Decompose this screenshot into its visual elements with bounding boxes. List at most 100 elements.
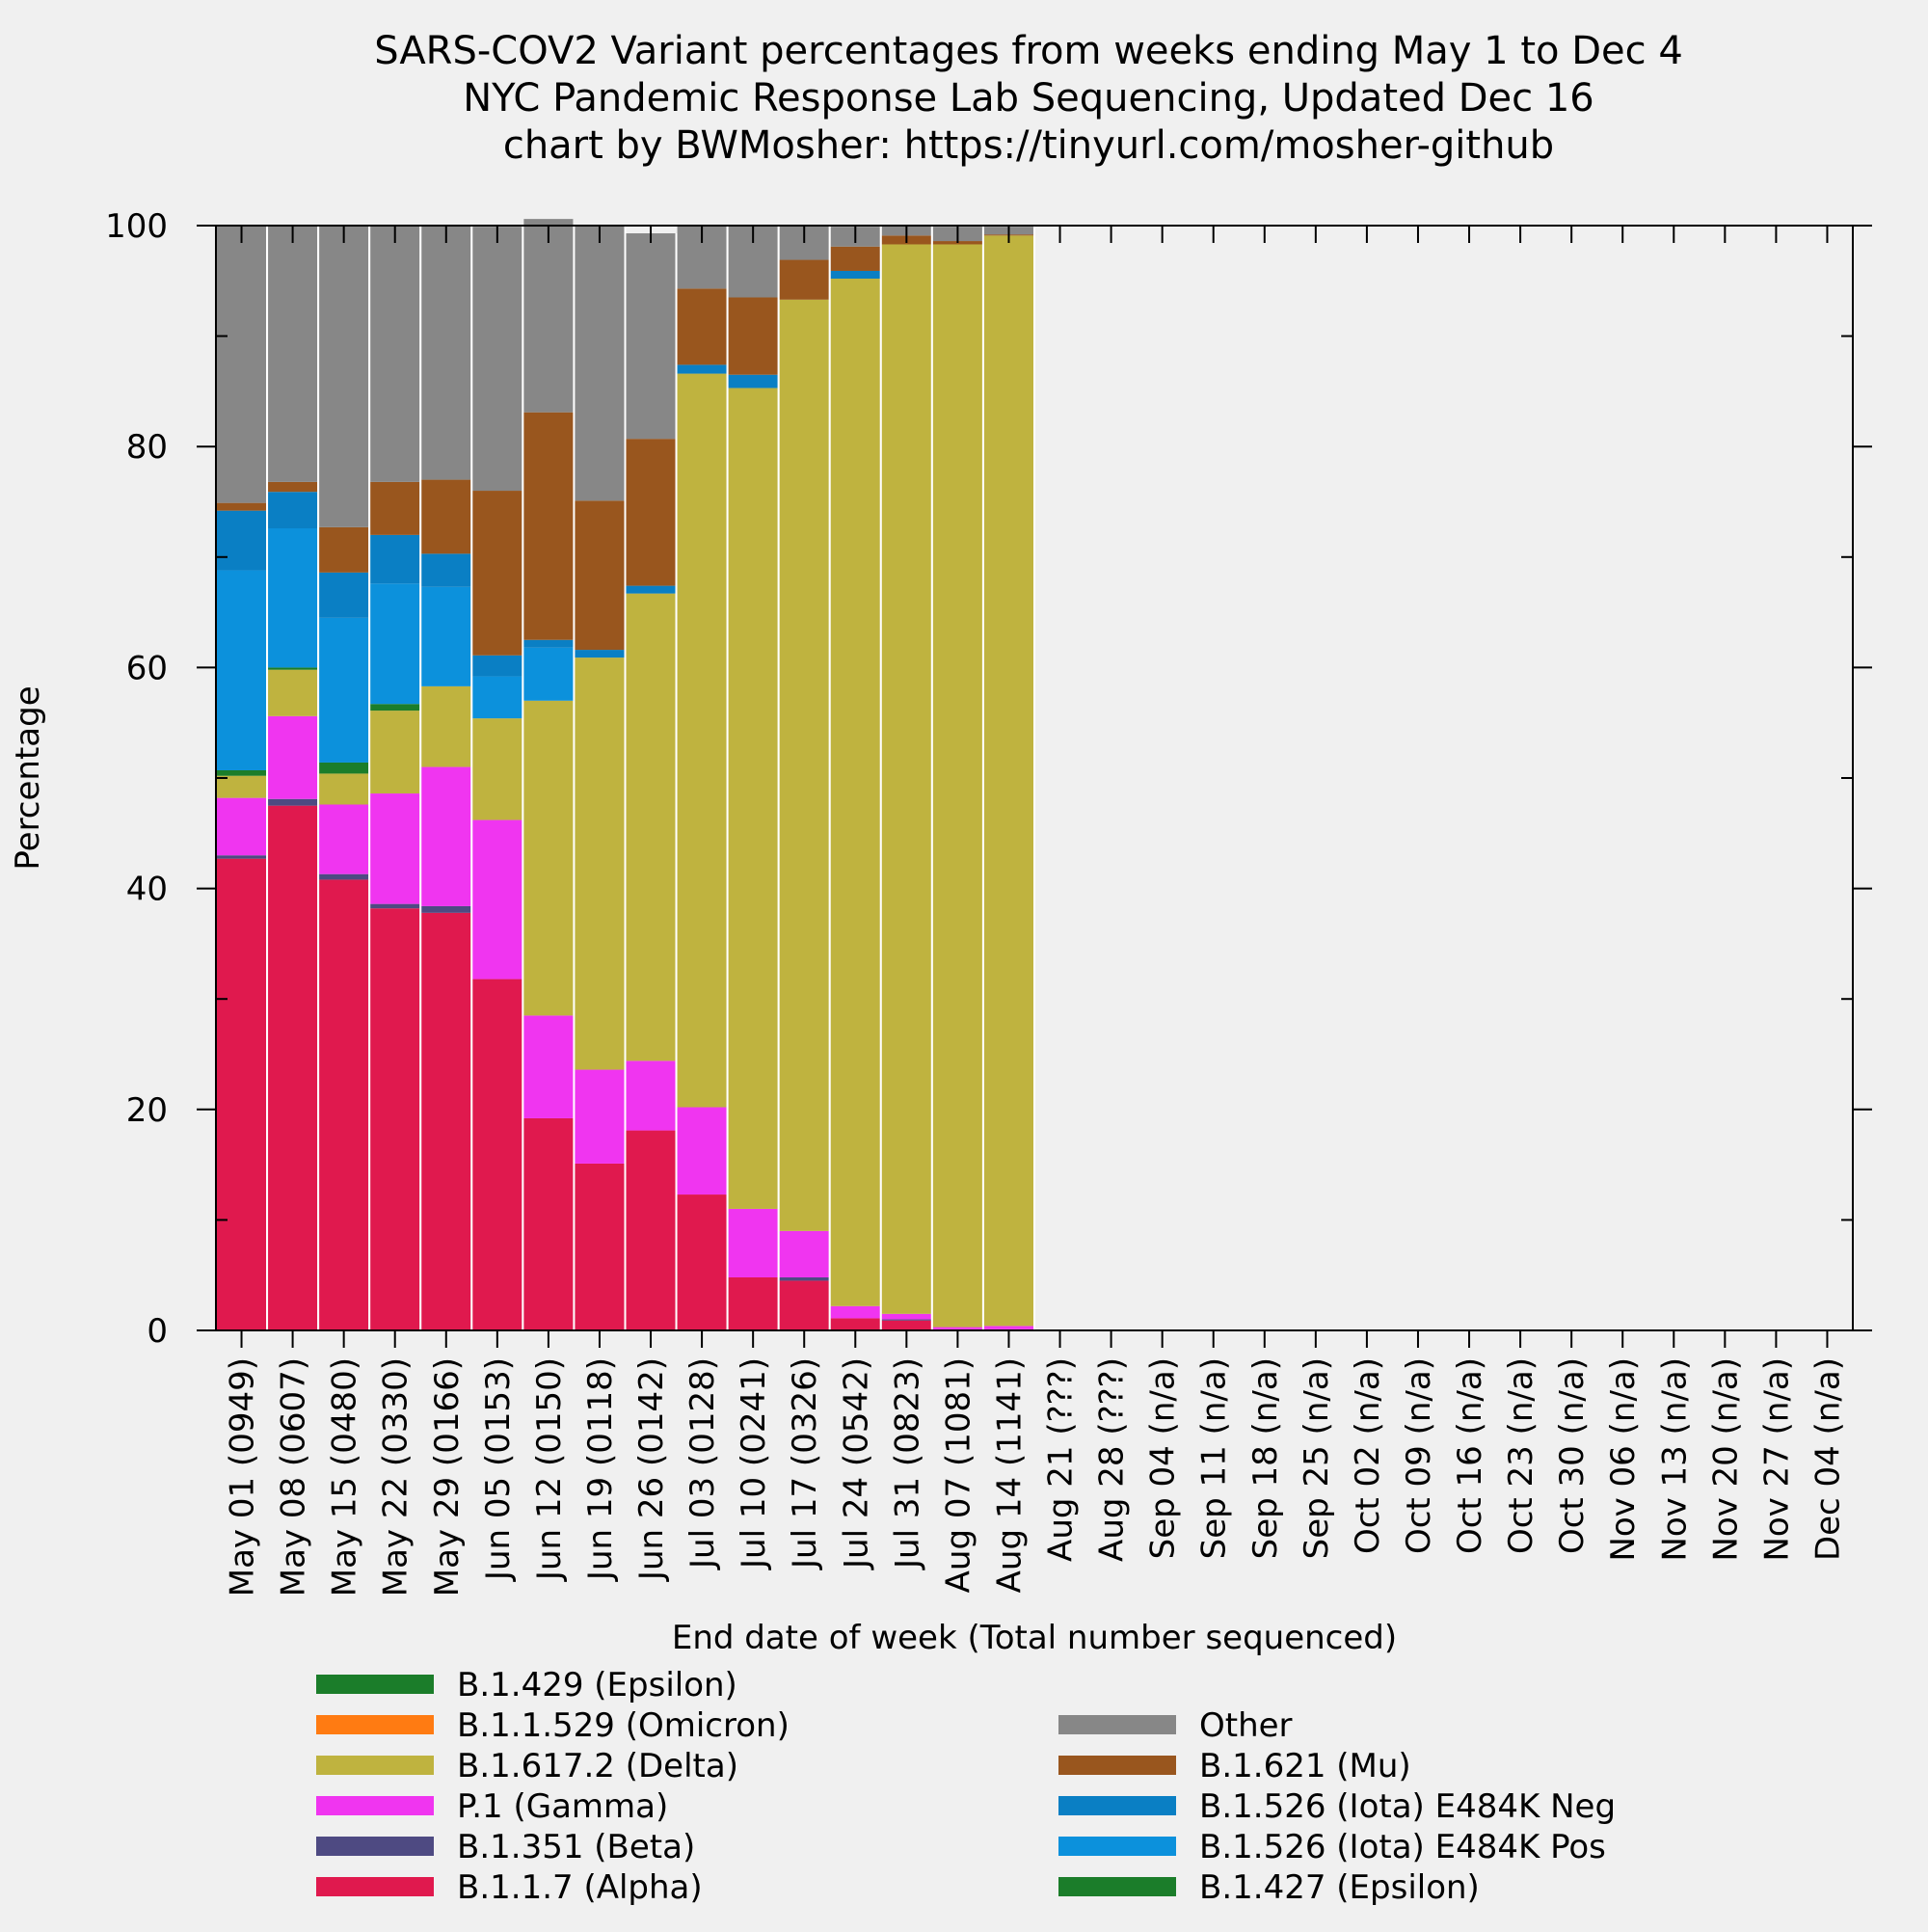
x-tick-label: Oct 23 (n/a) <box>1502 1357 1540 1554</box>
x-tick-label: Jul 03 (0128) <box>683 1357 722 1570</box>
bar-segment-b-1-621-mu-7 <box>575 500 625 651</box>
bar-segment-b-1-1-7-alpha-8 <box>626 1130 676 1330</box>
bar-segment-b-1-617-2-delta-1 <box>268 669 318 716</box>
bar-segment-b-1-621-mu-8 <box>626 439 676 586</box>
x-tick-label: May 29 (0166) <box>428 1357 467 1597</box>
bar-segment-b-1-429-epsilon-3 <box>370 704 420 711</box>
legend-swatch-b-1-1-7-alpha <box>316 1877 434 1896</box>
legend-label-b-1-427-epsilon: B.1.427 (Epsilon) <box>1199 1868 1480 1907</box>
bar-segment-p-1-gamma-10 <box>728 1208 778 1277</box>
x-tick-label: Aug 14 (1141) <box>990 1357 1029 1593</box>
bar-segment-b-1-621-mu-12 <box>830 246 880 271</box>
x-tick-label: Nov 13 (n/a) <box>1655 1357 1694 1562</box>
bar-segment-b-1-617-2-delta-0 <box>217 775 267 798</box>
bar-segment-other-4 <box>421 226 471 480</box>
x-tick-label: May 08 (0607) <box>275 1357 313 1597</box>
bar-segment-b-1-351-beta-2 <box>319 873 369 880</box>
bar-segment-b-1-1-7-alpha-12 <box>830 1318 880 1330</box>
bar-segment-p-1-gamma-6 <box>523 1015 574 1118</box>
bar-segment-b-1-617-2-delta-4 <box>421 685 471 767</box>
bar-segment-b-1-1-7-alpha-4 <box>421 912 471 1330</box>
bar-segment-b-1-526-iota-e484k-pos-4 <box>421 586 471 686</box>
bar-segment-b-1-621-mu-1 <box>268 481 318 493</box>
bar-segment-b-1-1-7-alpha-3 <box>370 908 420 1330</box>
bar-segment-b-1-526-iota-e484k-neg-7 <box>575 650 625 658</box>
bar-segment-b-1-526-iota-e484k-neg-3 <box>370 534 420 584</box>
bar-segment-other-8 <box>626 233 676 440</box>
bar-segment-p-1-gamma-15 <box>983 1326 1033 1329</box>
bar-segment-b-1-351-beta-11 <box>779 1276 829 1281</box>
bar-segment-b-1-526-iota-e484k-neg-9 <box>677 364 727 374</box>
legend-swatch-b-1-1-529-omicron <box>316 1715 434 1734</box>
legend-swatch-b-1-429-epsilon <box>316 1675 434 1694</box>
bar-segment-b-1-617-2-delta-15 <box>983 235 1033 1327</box>
y-tick-label: 40 <box>126 871 168 909</box>
bar-segment-p-1-gamma-9 <box>677 1107 727 1195</box>
bar-segment-b-1-429-epsilon-2 <box>319 762 369 774</box>
x-tick-label: Jun 05 (0153) <box>479 1357 518 1582</box>
bar-segment-b-1-617-2-delta-9 <box>677 373 727 1108</box>
legend-swatch-b-1-617-2-delta <box>316 1756 434 1775</box>
bar-segment-b-1-526-iota-e484k-pos-0 <box>217 570 267 770</box>
x-tick-label: Nov 20 (n/a) <box>1706 1357 1745 1562</box>
bar-segment-b-1-526-iota-e484k-neg-1 <box>268 492 318 529</box>
legend-label-b-1-1-7-alpha: B.1.1.7 (Alpha) <box>457 1868 703 1907</box>
bar-segment-other-3 <box>370 226 420 482</box>
legend-label-b-1-621-mu: B.1.621 (Mu) <box>1199 1747 1411 1785</box>
bar-segment-p-1-gamma-1 <box>268 715 318 799</box>
chart-title-line-3: chart by BWMosher: https://tinyurl.com/m… <box>503 123 1554 168</box>
bar-segment-b-1-1-7-alpha-5 <box>472 979 522 1330</box>
bar-segment-p-1-gamma-7 <box>575 1069 625 1164</box>
legend-label-other: Other <box>1199 1706 1293 1745</box>
legend-swatch-b-1-526-iota-e484k-neg <box>1058 1796 1176 1815</box>
legend-swatch-b-1-351-beta <box>316 1837 434 1856</box>
legend-label-b-1-1-529-omicron: B.1.1.529 (Omicron) <box>457 1706 790 1745</box>
bar-segment-b-1-526-iota-e484k-neg-6 <box>523 639 574 648</box>
x-tick-label: Jul 17 (0326) <box>786 1357 824 1570</box>
bar-segment-b-1-617-2-delta-10 <box>728 388 778 1209</box>
bar-segment-p-1-gamma-5 <box>472 819 522 979</box>
y-tick-label: 0 <box>147 1312 168 1351</box>
bar-segment-b-1-526-iota-e484k-neg-0 <box>217 510 267 571</box>
bar-segment-other-0 <box>217 226 267 503</box>
x-tick-label: May 22 (0330) <box>377 1357 415 1597</box>
bar-segment-b-1-526-iota-e484k-pos-5 <box>472 676 522 719</box>
x-tick-label: Jun 12 (0150) <box>530 1357 569 1582</box>
bars-group <box>217 219 1035 1330</box>
bar-segment-b-1-621-mu-9 <box>677 288 727 365</box>
bar-segment-b-1-1-7-alpha-2 <box>319 879 369 1330</box>
bar-segment-p-1-gamma-3 <box>370 793 420 904</box>
x-tick-label: Oct 30 (n/a) <box>1553 1357 1592 1554</box>
bar-segment-p-1-gamma-0 <box>217 797 267 856</box>
x-tick-label: Nov 06 (n/a) <box>1604 1357 1643 1562</box>
bar-segment-b-1-1-7-alpha-10 <box>728 1276 778 1330</box>
y-tick-label: 80 <box>126 428 168 467</box>
bar-segment-b-1-621-mu-10 <box>728 297 778 375</box>
legend-swatch-p-1-gamma <box>316 1796 434 1815</box>
bar-segment-b-1-621-mu-11 <box>779 259 829 300</box>
x-tick-label: Dec 04 (n/a) <box>1808 1357 1847 1561</box>
bar-segment-p-1-gamma-4 <box>421 766 471 906</box>
axes-group: 0 20 40 60 80 100 May 01 (0949) May 08 (0607) Ma… <box>105 207 1872 1597</box>
bar-segment-b-1-617-2-delta-12 <box>830 279 880 1306</box>
bar-segment-b-1-1-7-alpha-7 <box>575 1163 625 1330</box>
bar-segment-b-1-351-beta-0 <box>217 855 267 859</box>
bar-segment-p-1-gamma-2 <box>319 804 369 874</box>
x-tick-label: Aug 07 (1081) <box>939 1357 977 1593</box>
bar-segment-b-1-621-mu-4 <box>421 479 471 554</box>
bar-segment-b-1-1-7-alpha-9 <box>677 1194 727 1330</box>
legend-label-b-1-351-beta: B.1.351 (Beta) <box>457 1828 695 1866</box>
bar-segment-p-1-gamma-8 <box>626 1060 676 1131</box>
x-tick-label: Sep 11 (n/a) <box>1195 1357 1234 1559</box>
bar-segment-b-1-1-7-alpha-13 <box>881 1320 931 1330</box>
bar-segment-b-1-351-beta-3 <box>370 903 420 909</box>
x-tick-label: May 01 (0949) <box>224 1357 262 1597</box>
bar-segment-b-1-621-mu-6 <box>523 412 574 640</box>
bar-segment-b-1-621-mu-0 <box>217 502 267 511</box>
bar-segment-b-1-617-2-delta-2 <box>319 773 369 805</box>
bar-segment-b-1-526-iota-e484k-neg-4 <box>421 553 471 587</box>
bar-segment-other-5 <box>472 227 522 492</box>
bar-segment-b-1-429-epsilon-1 <box>268 667 318 670</box>
bar-segment-b-1-617-2-delta-13 <box>881 244 931 1314</box>
chart-title-line-2: NYC Pandemic Response Lab Sequencing, Up… <box>463 76 1593 121</box>
